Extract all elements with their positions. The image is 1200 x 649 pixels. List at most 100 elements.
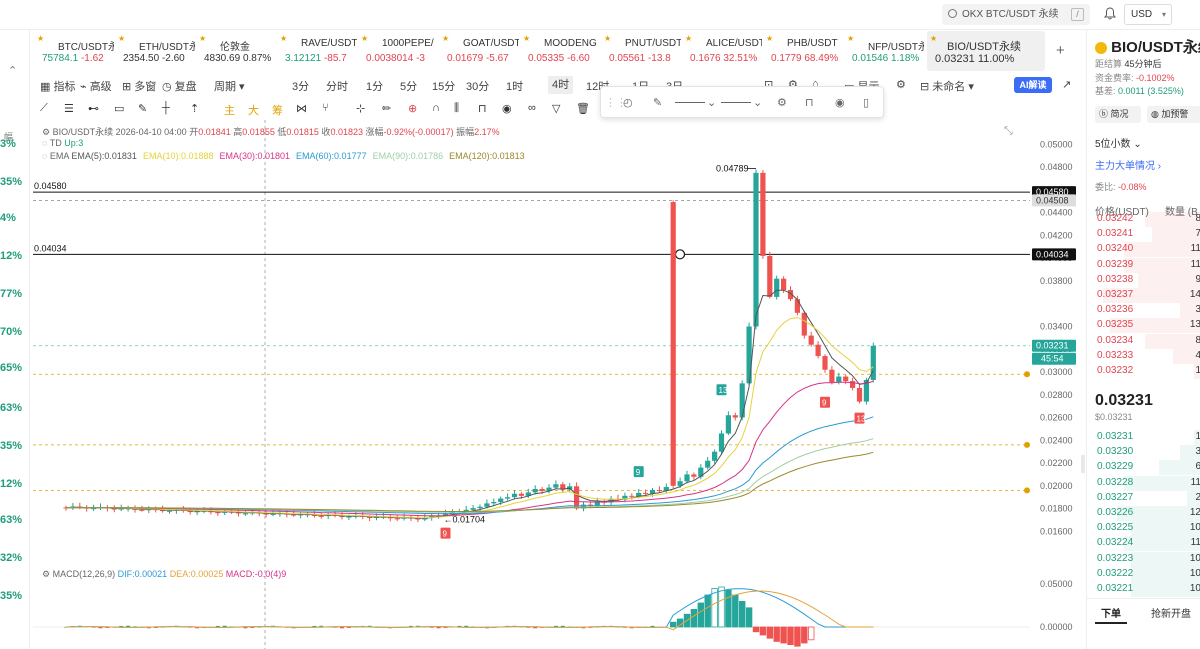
ask-row[interactable]: 0.03234 8 xyxy=(1097,333,1200,349)
expand-icon[interactable]: ↗ xyxy=(1062,79,1072,91)
multi-window-button[interactable]: ⊞ 多窗 xyxy=(122,81,157,93)
chevron-up-icon[interactable]: ⌃ xyxy=(8,65,18,77)
pattern-icon[interactable]: ⋈ xyxy=(296,103,307,115)
fork-icon[interactable]: ⑂ xyxy=(322,102,329,114)
timeframe-5[interactable]: 30分 xyxy=(466,81,490,93)
ticker-tab[interactable]: ★ 伦敦金 4830.69 0.87% xyxy=(196,31,276,71)
link-icon[interactable]: ∞ xyxy=(528,102,536,114)
price-chart[interactable]: 0.050000.048000.046000.044000.042000.040… xyxy=(30,120,1085,649)
vertical-line-icon[interactable]: ┼ xyxy=(162,102,170,114)
bid-row[interactable]: 0.03228 11 xyxy=(1097,475,1200,491)
settings-icon[interactable]: ⚙ xyxy=(777,97,787,109)
trend-line-icon[interactable]: ⟋ xyxy=(40,102,48,114)
ask-row[interactable]: 0.03241 7 xyxy=(1097,227,1200,243)
ai-analysis-button[interactable]: AI解读 xyxy=(1014,77,1052,93)
ask-row[interactable]: 0.03236 3 xyxy=(1097,303,1200,319)
drag-handle-icon[interactable]: ⋮⋮ xyxy=(605,97,627,109)
settings-icon[interactable]: ⚙ xyxy=(788,79,798,91)
ticker-tab[interactable]: ★ PNUT/USDT 0.05561 -13.8 xyxy=(601,31,681,71)
ticker-tab[interactable]: ★ BTC/USDT永 75784.1 -1.62 xyxy=(34,31,114,71)
replay-button[interactable]: ◷ 复盘 xyxy=(162,81,197,93)
bid-row[interactable]: 0.03226 12 xyxy=(1097,506,1200,521)
rectangle-icon[interactable]: ▭ xyxy=(114,103,125,115)
magnet-icon[interactable]: ∩ xyxy=(432,102,440,114)
star-icon[interactable]: ★ xyxy=(442,34,450,43)
settings-icon[interactable]: ⚙ xyxy=(42,127,51,137)
indicators-button[interactable]: ▦ 指标 xyxy=(40,81,76,93)
star-icon[interactable]: ★ xyxy=(199,34,207,43)
ask-row[interactable]: 0.03238 9 xyxy=(1097,272,1200,288)
ticker-tab[interactable]: ★ NFP/USDT永 0.01546 1.18% xyxy=(844,31,924,71)
bid-row[interactable]: 0.03223 10 xyxy=(1097,551,1200,567)
chevron-down-icon[interactable]: ⌄ xyxy=(753,97,763,109)
currency-select[interactable]: USD ▾ xyxy=(1124,4,1172,25)
timeframe-0[interactable]: 3分 xyxy=(292,81,310,93)
star-icon[interactable]: ★ xyxy=(766,34,774,43)
ticker-tab[interactable]: ★ ETH/USDT永 2354.50 -2.60 xyxy=(115,31,195,71)
ask-row[interactable]: 0.03235 13 xyxy=(1097,318,1200,334)
bid-row[interactable]: 0.03231 1 xyxy=(1097,430,1200,445)
ask-row[interactable]: 0.03232 1 xyxy=(1097,364,1200,379)
ask-row[interactable]: 0.03240 11 xyxy=(1097,242,1200,258)
bid-row[interactable]: 0.03225 10 xyxy=(1097,521,1200,537)
unnamed-layout-button[interactable]: ⊟ 未命名 ▾ xyxy=(920,81,974,93)
tab-order[interactable]: 下单 xyxy=(1101,609,1121,620)
line-color-icon[interactable]: ✎ xyxy=(653,97,663,109)
zoom-in-icon[interactable]: ⊕ xyxy=(408,103,418,115)
bid-row[interactable]: 0.03229 6 xyxy=(1097,460,1200,476)
bell-icon[interactable] xyxy=(1104,7,1116,23)
ticker-tab[interactable]: ★ GOAT/USDT 0.01679 -5.67 xyxy=(439,31,519,71)
timeframe-3[interactable]: 5分 xyxy=(400,81,418,93)
bid-row[interactable]: 0.03221 10 xyxy=(1097,582,1200,597)
advanced-button[interactable]: ⌁ 高级 xyxy=(80,81,112,93)
bid-row[interactable]: 0.03230 3 xyxy=(1097,445,1200,461)
ask-row[interactable]: 0.03237 14 xyxy=(1097,288,1200,303)
bell-icon[interactable]: ◌ xyxy=(42,138,48,148)
period-button[interactable]: 周期 ▾ xyxy=(214,81,245,93)
trash-icon[interactable]: 🗑 xyxy=(576,103,590,115)
shape-icon[interactable]: ◴ xyxy=(623,97,633,109)
star-icon[interactable]: ★ xyxy=(930,34,938,43)
bars-icon[interactable]: ⫼ xyxy=(454,102,460,114)
bell-icon[interactable]: ◌ xyxy=(42,151,48,161)
ticker-tab[interactable]: ★ MOODENG 0.05335 -6.60 xyxy=(520,31,600,71)
star-icon[interactable]: ★ xyxy=(37,34,45,43)
timeframe-4[interactable]: 15分 xyxy=(432,81,456,93)
big-order-tool[interactable]: 大 xyxy=(248,105,259,117)
ticker-tab[interactable]: ★ RAVE/USDT 3.12121 -85.7 xyxy=(277,31,357,71)
layout-settings-icon[interactable]: ⚙ xyxy=(896,79,906,91)
ticker-tab[interactable]: ★ 1000PEPE/0.0038014 -3 xyxy=(358,31,438,71)
star-icon[interactable]: ★ xyxy=(523,34,531,43)
star-icon[interactable]: ★ xyxy=(118,34,126,43)
decimals-select[interactable]: 5位小数 ⌄ xyxy=(1095,135,1142,150)
ruler-icon[interactable]: ✎ xyxy=(138,103,148,115)
trash-icon[interactable]: ▯ xyxy=(863,97,870,109)
eye-icon[interactable]: ◉ xyxy=(502,103,512,115)
ask-row[interactable]: 0.03242 8 xyxy=(1097,212,1200,227)
settings-icon[interactable]: ⚙ xyxy=(42,569,51,579)
star-icon[interactable]: ★ xyxy=(361,34,369,43)
search-input[interactable]: OKX BTC/USDT 永续 / xyxy=(942,4,1090,25)
timeframe-2[interactable]: 1分 xyxy=(366,81,384,93)
big-orders-link[interactable]: 主力大单情况 › xyxy=(1095,157,1161,172)
tab-flash-open[interactable]: 抢新开盘 xyxy=(1151,609,1191,620)
timeframe-1[interactable]: 分时 xyxy=(326,81,348,93)
star-icon[interactable]: ★ xyxy=(280,34,288,43)
ask-row[interactable]: 0.03239 11 xyxy=(1097,257,1200,273)
eye-icon[interactable]: ◉ xyxy=(835,97,845,109)
arrow-up-icon[interactable]: ⇡ xyxy=(190,103,200,115)
ray-icon[interactable]: ⊷ xyxy=(88,103,99,115)
timeframe-6[interactable]: 1时 xyxy=(506,81,524,93)
add-tab-icon[interactable]: + xyxy=(1056,42,1065,59)
ticker-tab[interactable]: ★ PHB/USDT 0.1779 68.49% xyxy=(763,31,843,71)
grid-icon[interactable]: ⊡ xyxy=(764,79,774,91)
ticker-tab[interactable]: ★ ALICE/USDT 0.1676 32.51% xyxy=(682,31,762,71)
horizontal-lines-icon[interactable]: ☰ xyxy=(64,103,74,115)
bid-row[interactable]: 0.03227 2 xyxy=(1097,490,1200,506)
add-alert-button[interactable]: ◍ 加预警 xyxy=(1147,106,1200,123)
camera-icon[interactable]: ⌂ xyxy=(812,78,819,90)
brush-icon[interactable]: ⊹ xyxy=(356,103,366,115)
filter-icon[interactable]: ▽ xyxy=(552,103,561,115)
bid-row[interactable]: 0.03224 11 xyxy=(1097,536,1200,552)
main-force-tool[interactable]: 主 xyxy=(224,105,235,117)
